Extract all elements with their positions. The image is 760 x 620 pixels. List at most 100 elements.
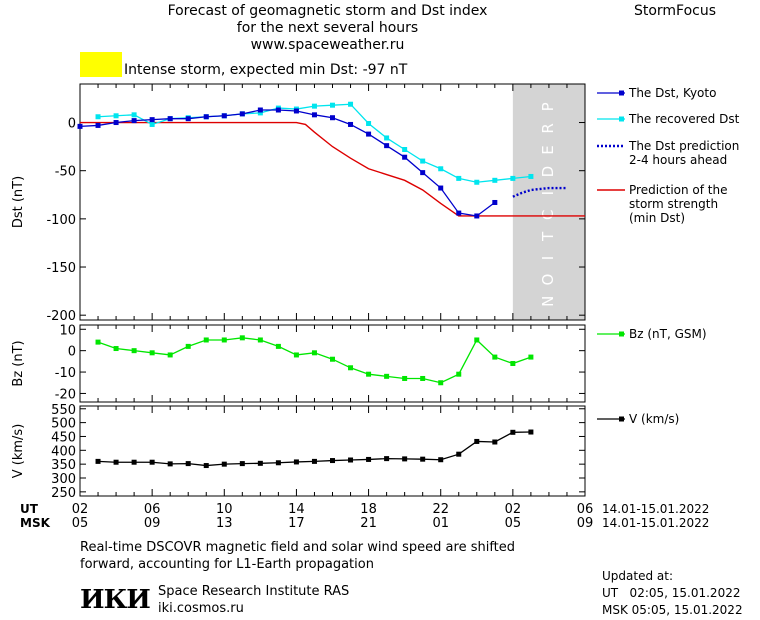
recovered-dst-point xyxy=(420,158,426,164)
bz-y-tick-label: -20 xyxy=(55,387,76,402)
ut-label: UT xyxy=(20,502,39,516)
bz-y-axis: 10 0 -10 -20 xyxy=(55,323,585,402)
bz-point xyxy=(402,375,408,381)
bz-point xyxy=(366,371,372,377)
dst-kyoto-point xyxy=(167,116,173,122)
legend-bz-swatch-marker xyxy=(619,331,624,337)
recovered-dst-point xyxy=(492,177,498,183)
dst-y-tick-label: -50 xyxy=(55,165,76,180)
speed-point xyxy=(384,456,390,462)
dst-y-axis-label: Dst (nT) xyxy=(11,176,26,228)
prediction-letter: P xyxy=(539,102,557,111)
speed-legend: V (km/s) xyxy=(597,412,679,426)
legend-dst-prediction-label: 2-4 hours ahead xyxy=(629,153,727,167)
msk-tick-label: 05 xyxy=(505,516,522,530)
institute-site[interactable]: iki.cosmos.ru xyxy=(158,601,244,616)
speed-point xyxy=(185,461,191,467)
dst-kyoto-point xyxy=(311,112,317,118)
time-axis: UT MSK 02 06 10 14 18 22 02 06 05 09 13 17 21 01 05 09… xyxy=(20,502,709,530)
dst-kyoto-point xyxy=(221,113,227,119)
dst-kyoto-point xyxy=(149,117,155,123)
ut-tick-label: 06 xyxy=(577,502,594,517)
bz-point xyxy=(239,335,245,341)
dst-kyoto-point xyxy=(438,185,444,191)
speed-point xyxy=(402,456,408,462)
ut-tick-label: 06 xyxy=(144,502,161,517)
speed-x-ticks xyxy=(79,406,586,496)
speed-point xyxy=(438,457,444,463)
ut-tick-label: 22 xyxy=(432,502,449,517)
msk-tick-label: 05 xyxy=(72,516,89,530)
dst-kyoto-point xyxy=(95,122,101,128)
msk-tick-label: 09 xyxy=(577,516,594,530)
bz-point xyxy=(293,352,299,358)
dst-kyoto-point xyxy=(366,131,372,137)
dst-kyoto-point xyxy=(77,123,83,129)
speed-point xyxy=(203,463,209,469)
dst-kyoto-point xyxy=(239,111,245,117)
speed-point xyxy=(275,460,281,466)
prediction-letter: N xyxy=(539,296,557,307)
msk-date-range: 14.01-15.01.2022 xyxy=(602,516,709,530)
speed-point xyxy=(167,461,173,467)
bz-line xyxy=(97,337,532,384)
msk-tick-label: 09 xyxy=(144,516,161,530)
site-url: www.spaceweather.ru xyxy=(250,37,405,53)
recovered-dst-point xyxy=(366,120,372,126)
prediction-letter: E xyxy=(539,145,557,154)
speed-series-layer xyxy=(95,429,534,469)
prediction-letter: C xyxy=(539,210,557,220)
speed-point xyxy=(95,458,101,464)
speed-point xyxy=(474,438,480,444)
bz-point xyxy=(113,346,119,352)
dst-y-axis: 0 -50 -100 -150 -200 xyxy=(46,117,585,324)
dst-y-tick-label: -100 xyxy=(46,213,76,228)
msk-label: MSK xyxy=(20,516,51,530)
dst-kyoto-point xyxy=(185,116,191,122)
iki-logo: ИКИ xyxy=(80,585,151,615)
recovered-dst-point xyxy=(330,102,335,108)
recovered-dst-point xyxy=(528,173,534,179)
bz-point xyxy=(330,356,335,362)
bz-point xyxy=(221,337,227,343)
recovered-dst-point xyxy=(149,121,155,127)
dst-legend: The Dst, Kyoto The recovered Dst The Dst p… xyxy=(597,86,740,225)
dst-kyoto-point xyxy=(275,107,281,113)
updated-label: Updated at: xyxy=(602,569,673,583)
bz-point xyxy=(185,343,191,349)
v-y-tick-label: 250 xyxy=(51,486,76,501)
legend-storm-strength-label: storm strength xyxy=(629,197,718,211)
dst-kyoto-point xyxy=(131,118,137,124)
speed-point xyxy=(239,461,245,467)
bz-point xyxy=(275,343,281,349)
speed-y-axis-label: V (km/s) xyxy=(11,424,26,479)
dst-y-tick-label: -150 xyxy=(46,261,76,276)
speed-point xyxy=(113,459,119,465)
dst-kyoto-point xyxy=(420,170,426,176)
legend-storm-strength-label: (min Dst) xyxy=(629,211,685,225)
recovered-dst-point xyxy=(311,103,317,109)
speed-point xyxy=(348,457,354,463)
prediction-band-text: P R E D I C T I ON xyxy=(539,102,557,307)
msk-tick-labels: 05 09 13 17 21 01 05 09 xyxy=(72,516,594,530)
msk-tick-label: 21 xyxy=(360,516,377,530)
bz-panel: 10 0 -10 -20 Bz (nT) xyxy=(11,323,586,403)
ut-tick-label: 02 xyxy=(505,502,522,517)
recovered-dst-point xyxy=(257,110,263,116)
msk-tick-label: 13 xyxy=(216,516,233,530)
dst-kyoto-point xyxy=(474,213,480,219)
dst-kyoto-point xyxy=(257,107,263,113)
speed-point xyxy=(293,459,299,465)
v-y-tick-label: 400 xyxy=(51,444,76,459)
prediction-band xyxy=(512,84,585,320)
dst-kyoto-line xyxy=(79,109,496,217)
bz-point xyxy=(474,337,480,343)
recovered-dst-point xyxy=(510,175,516,181)
bz-point xyxy=(492,354,498,360)
prediction-letter: I xyxy=(539,256,557,260)
msk-tick-label: 17 xyxy=(288,516,305,530)
dst-kyoto-point xyxy=(456,210,462,216)
recovered-dst-point xyxy=(456,175,462,181)
bz-point xyxy=(456,371,462,377)
